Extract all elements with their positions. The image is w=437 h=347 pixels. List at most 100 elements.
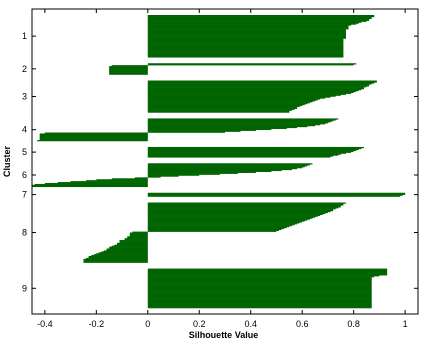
- silhouette-bar-cluster-8-30: [147, 229, 280, 231]
- silhouette-bar-cluster-9-21: [147, 287, 372, 289]
- silhouette-bar-cluster-1-7: [147, 20, 367, 22]
- silhouette-bar-cluster-9-36: [147, 301, 372, 303]
- silhouette-bar-cluster-4-11: [147, 127, 287, 130]
- silhouette-bar-cluster-3-13: [147, 91, 354, 94]
- x-tick-label: 0.4: [244, 319, 257, 329]
- silhouette-bar-cluster-4-24: [37, 140, 148, 142]
- silhouette-bar-cluster-3-24: [147, 102, 310, 104]
- silhouette-bar-cluster-5-3: [147, 148, 359, 151]
- silhouette-bar-cluster-3-33: [147, 110, 290, 112]
- silhouette-bar-cluster-1-11: [147, 24, 352, 26]
- silhouette-bar-cluster-3-10: [147, 88, 362, 91]
- silhouette-bar-cluster-4-16: [44, 132, 148, 134]
- silhouette-bar-cluster-6-9: [147, 170, 272, 173]
- silhouette-bar-cluster-1-17: [147, 30, 346, 32]
- y-tick-label: 1: [22, 31, 27, 41]
- silhouette-bar-cluster-1-33: [147, 45, 344, 47]
- silhouette-bar-cluster-8-64: [83, 261, 148, 263]
- silhouette-bar-cluster-8-25: [147, 225, 292, 227]
- silhouette-bar-cluster-9-23: [147, 289, 372, 291]
- silhouette-bar-cluster-8-18: [147, 218, 310, 220]
- silhouette-bar-cluster-8-60: [86, 257, 148, 260]
- silhouette-bar-cluster-4-23: [39, 139, 148, 141]
- silhouette-bar-cluster-9-41: [147, 306, 372, 308]
- x-tick-label: -0.4: [37, 319, 53, 329]
- silhouette-bar-cluster-9-19: [147, 285, 372, 287]
- silhouette-bar-cluster-8-43: [119, 241, 148, 244]
- silhouette-bar-cluster-3-34: [147, 111, 290, 113]
- silhouette-bar-cluster-6-12: [147, 173, 220, 175]
- silhouette-bar-cluster-9-32: [147, 297, 372, 299]
- silhouette-bar-cluster-9-8: [147, 275, 380, 277]
- silhouette-bar-cluster-8-11: [147, 211, 328, 214]
- silhouette-bar-cluster-6-11: [147, 172, 238, 174]
- silhouette-bar-cluster-5-4: [147, 149, 357, 152]
- silhouette-bar-cluster-1-38: [147, 49, 344, 51]
- silhouette-bar-cluster-1-37: [147, 48, 344, 51]
- silhouette-bar-cluster-3-1: [147, 80, 377, 82]
- silhouette-bar-cluster-8-56: [93, 254, 148, 256]
- silhouette-bar-cluster-1-6: [147, 19, 370, 21]
- silhouette-bar-cluster-8-20: [147, 220, 305, 222]
- silhouette-bar-cluster-9-18: [147, 284, 372, 286]
- silhouette-bar-cluster-8-42: [119, 240, 148, 243]
- silhouette-bar-cluster-1-19: [147, 31, 346, 34]
- y-tick-label: 6: [22, 170, 27, 180]
- silhouette-bar-cluster-5-2: [147, 147, 362, 150]
- silhouette-bar-cluster-3-6: [147, 85, 370, 87]
- x-tick-label: -0.2: [89, 319, 105, 329]
- silhouette-bar-cluster-9-12: [147, 278, 372, 281]
- silhouette-bar-cluster-3-9: [147, 88, 364, 90]
- silhouette-bar-cluster-1-5: [147, 18, 370, 20]
- silhouette-bar-cluster-6-16: [134, 177, 148, 179]
- silhouette-bar-cluster-6-20: [70, 181, 148, 183]
- silhouette-bar-cluster-2-11: [109, 72, 148, 74]
- y-tick-label: 4: [22, 125, 27, 135]
- silhouette-bar-cluster-4-20: [39, 136, 148, 138]
- silhouette-bar-cluster-9-15: [147, 281, 372, 283]
- silhouette-bar-cluster-1-36: [147, 47, 344, 50]
- y-tick-label: 7: [22, 190, 27, 200]
- silhouette-bar-cluster-8-54: [98, 252, 148, 254]
- silhouette-bar-cluster-8-53: [101, 251, 148, 253]
- silhouette-bar-cluster-6-2: [147, 164, 310, 166]
- silhouette-bar-cluster-9-24: [147, 290, 372, 292]
- silhouette-bar-cluster-1-42: [147, 53, 344, 55]
- silhouette-bar-cluster-8-26: [147, 225, 290, 228]
- silhouette-bar-cluster-8-45: [116, 243, 148, 246]
- silhouette-bar-cluster-8-7: [147, 208, 336, 210]
- silhouette-bar-cluster-3-18: [147, 96, 331, 98]
- silhouette-bar-cluster-7-4: [147, 195, 400, 197]
- silhouette-bar-cluster-9-10: [147, 277, 372, 279]
- silhouette-bar-cluster-9-5: [147, 272, 388, 274]
- silhouette-bar-cluster-1-27: [147, 39, 344, 41]
- silhouette-bar-cluster-8-2: [147, 203, 344, 205]
- silhouette-bar-cluster-3-29: [147, 106, 298, 109]
- silhouette-bar-cluster-6-13: [147, 174, 200, 176]
- silhouette-bar-cluster-9-39: [147, 304, 372, 306]
- y-tick-label: 8: [22, 228, 27, 238]
- silhouette-bar-cluster-6-4: [147, 166, 305, 168]
- silhouette-bar-cluster-8-15: [147, 215, 318, 217]
- silhouette-bar-cluster-2-8: [109, 69, 148, 72]
- silhouette-bar-cluster-1-35: [147, 46, 344, 49]
- silhouette-bar-cluster-5-6: [147, 151, 352, 153]
- silhouette-bar-cluster-3-15: [147, 93, 346, 95]
- silhouette-bar-cluster-8-46: [114, 244, 148, 246]
- silhouette-bar-cluster-8-50: [106, 248, 148, 250]
- silhouette-bar-cluster-9-6: [147, 273, 388, 275]
- silhouette-bar-cluster-8-44: [116, 242, 148, 245]
- silhouette-bar-cluster-5-9: [147, 154, 339, 156]
- silhouette-bar-cluster-8-47: [111, 245, 148, 247]
- silhouette-bar-cluster-1-40: [147, 51, 344, 53]
- silhouette-bar-cluster-9-2: [147, 269, 388, 271]
- silhouette-bar-cluster-3-23: [147, 101, 313, 103]
- silhouette-bar-cluster-4-19: [39, 135, 148, 137]
- silhouette-bar-cluster-8-21: [147, 221, 303, 223]
- silhouette-bar-cluster-1-12: [147, 25, 349, 27]
- silhouette-bar-cluster-8-9: [147, 210, 334, 212]
- silhouette-bar-cluster-8-3: [147, 204, 344, 206]
- y-tick-label: 5: [22, 147, 27, 157]
- silhouette-bar-cluster-1-15: [147, 28, 349, 30]
- silhouette-bar-cluster-7-3: [147, 194, 403, 196]
